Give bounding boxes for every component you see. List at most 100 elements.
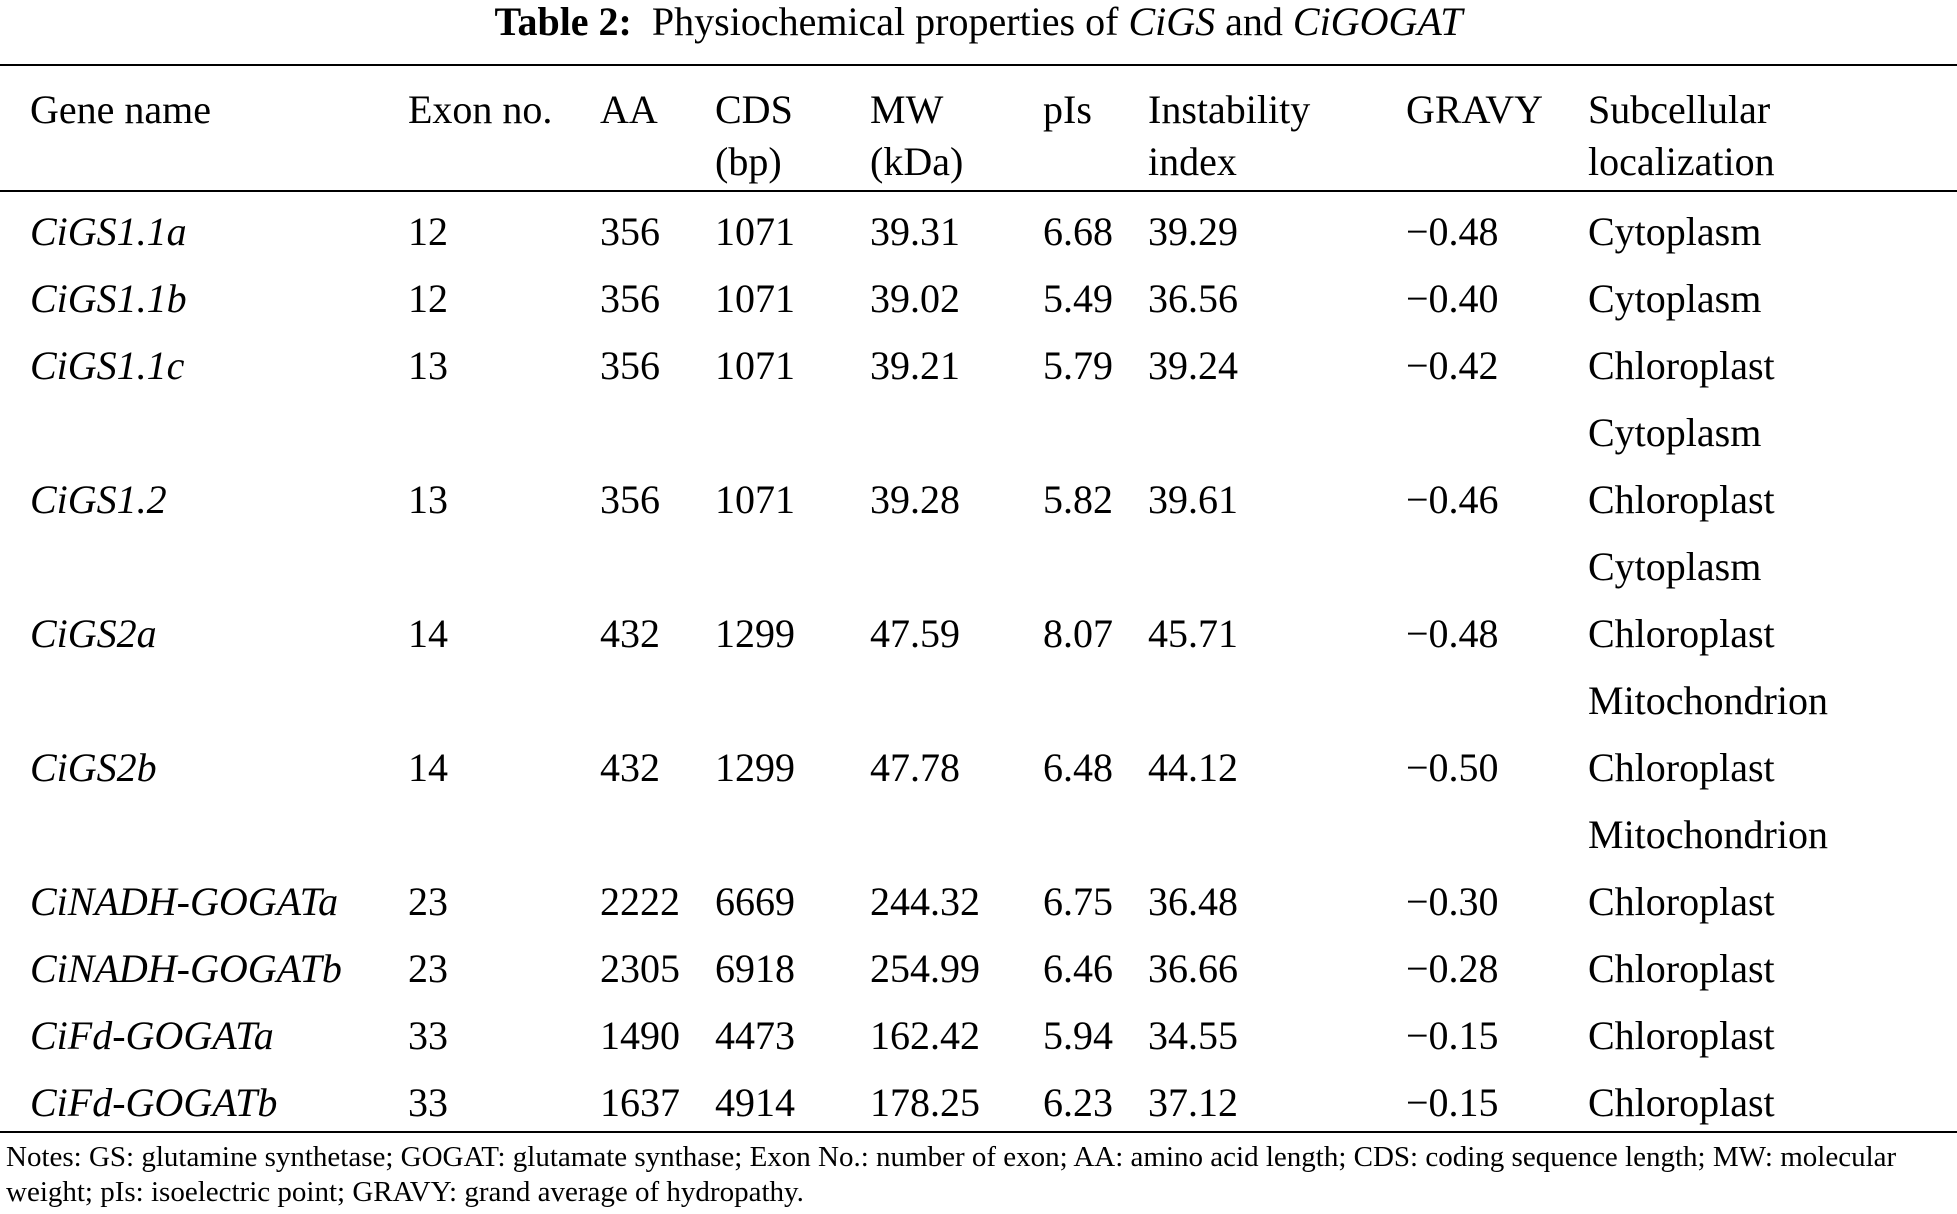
table-cell: Cytoplasm xyxy=(1588,209,1762,254)
table-cell: 14 xyxy=(408,745,448,790)
table-cell: 13 xyxy=(408,477,448,522)
header-row: Gene name Exon no. AA CDS MW pIs Instability GR… xyxy=(0,88,1957,155)
table-row: CiGS2a 14 432 1299 47.59 8.07 45.71 −0.48 Chloro… xyxy=(0,612,1957,679)
table-row: CiFd-GOGATb 33 1637 4914 178.25 6.23 37.12 −0.1… xyxy=(0,1081,1957,1148)
header-rule xyxy=(0,190,1957,192)
table-cell: −0.48 xyxy=(1406,209,1499,254)
table-cell: 12 xyxy=(408,209,448,254)
table-notes: Notes: GS: glutamine synthetase; GOGAT: … xyxy=(6,1141,1897,1208)
table-cell: 47.78 xyxy=(870,745,960,790)
table-cell: 45.71 xyxy=(1148,611,1238,656)
title-gene2: CiGOGAT xyxy=(1292,0,1463,44)
table-row: CiFd-GOGATa 33 1490 4473 162.42 5.94 34.55 −0.1… xyxy=(0,1014,1957,1081)
column-header: MW xyxy=(870,87,944,132)
table-cell: 6.48 xyxy=(1043,745,1113,790)
table-cell: Mitochondrion xyxy=(1588,678,1828,723)
table-cell: −0.15 xyxy=(1406,1013,1499,1058)
table-cell: 4914 xyxy=(715,1080,795,1125)
table-cell: Chloroplast xyxy=(1588,745,1775,790)
column-header: (kDa) xyxy=(870,139,964,184)
gene-name-cell: CiGS1.1b xyxy=(30,276,187,321)
table-cell: −0.46 xyxy=(1406,477,1499,522)
table-row: Cytoplasm xyxy=(0,545,1957,612)
table-cell: 6.68 xyxy=(1043,209,1113,254)
table-cell: 33 xyxy=(408,1013,448,1058)
table-cell: Cytoplasm xyxy=(1588,544,1762,589)
column-header: Instability xyxy=(1148,87,1311,132)
table-row: Cytoplasm xyxy=(0,411,1957,478)
table-cell: 1071 xyxy=(715,276,795,321)
title-gene1: CiGS xyxy=(1128,0,1216,44)
table-cell: 1637 xyxy=(600,1080,680,1125)
column-header: (bp) xyxy=(715,139,782,184)
table-cell: Chloroplast xyxy=(1588,879,1775,924)
table-cell: −0.40 xyxy=(1406,276,1499,321)
column-header: Gene name xyxy=(30,87,212,132)
table-cell: Chloroplast xyxy=(1588,343,1775,388)
table-cell: 2305 xyxy=(600,946,680,991)
table-cell: 39.02 xyxy=(870,276,960,321)
table-cell: 162.42 xyxy=(870,1013,980,1058)
column-header: pIs xyxy=(1043,87,1092,132)
table-cell: Chloroplast xyxy=(1588,946,1775,991)
table-row: CiGS1.1c 13 356 1071 39.21 5.79 39.24 −0.42 Chlo… xyxy=(0,344,1957,411)
table-cell: 6918 xyxy=(715,946,795,991)
table-row: CiGS2b 14 432 1299 47.78 6.48 44.12 −0.50 Chloro… xyxy=(0,746,1957,813)
table-row: Mitochondrion xyxy=(0,679,1957,746)
table-cell: 14 xyxy=(408,611,448,656)
table-cell: 6669 xyxy=(715,879,795,924)
table-cell: 33 xyxy=(408,1080,448,1125)
table-cell: Cytoplasm xyxy=(1588,410,1762,455)
gene-name-cell: CiGS2a xyxy=(30,611,157,656)
gene-name-cell: CiFd-GOGATb xyxy=(30,1080,278,1125)
table-cell: Chloroplast xyxy=(1588,477,1775,522)
table-cell: 39.61 xyxy=(1148,477,1238,522)
table-cell: 23 xyxy=(408,879,448,924)
table-cell: 1490 xyxy=(600,1013,680,1058)
gene-name-cell: CiGS2b xyxy=(30,745,157,790)
table-cell: 36.66 xyxy=(1148,946,1238,991)
column-header: AA xyxy=(600,87,658,132)
table-cell: −0.30 xyxy=(1406,879,1499,924)
table-cell: −0.48 xyxy=(1406,611,1499,656)
gene-name-cell: CiGS1.2 xyxy=(30,477,167,522)
table-cell: 39.24 xyxy=(1148,343,1238,388)
table-cell: 5.94 xyxy=(1043,1013,1113,1058)
column-header: Subcellular xyxy=(1588,87,1771,132)
table-cell: 6.23 xyxy=(1043,1080,1113,1125)
table-cell: 1071 xyxy=(715,477,795,522)
table-cell: Chloroplast xyxy=(1588,611,1775,656)
gene-name-cell: CiNADH-GOGATa xyxy=(30,879,339,924)
header-row: (bp) (kDa) index localization xyxy=(0,140,1957,207)
top-rule xyxy=(0,64,1957,66)
table-row: CiGS1.1a 12 356 1071 39.31 6.68 39.29 −0.48 Cyto… xyxy=(0,210,1957,277)
column-header: index xyxy=(1148,139,1237,184)
gene-name-cell: CiGS1.1c xyxy=(30,343,185,388)
table-cell: 34.55 xyxy=(1148,1013,1238,1058)
table-cell: 36.48 xyxy=(1148,879,1238,924)
table-row: CiGS1.2 13 356 1071 39.28 5.82 39.61 −0.46 Chlor… xyxy=(0,478,1957,545)
table-cell: 13 xyxy=(408,343,448,388)
table-cell: 4473 xyxy=(715,1013,795,1058)
table-row: CiNADH-GOGATa 23 2222 6669 244.32 6.75 36.48 −0… xyxy=(0,880,1957,947)
table-cell: 44.12 xyxy=(1148,745,1238,790)
table-cell: 1299 xyxy=(715,611,795,656)
table-cell: 37.12 xyxy=(1148,1080,1238,1125)
column-header: localization xyxy=(1588,139,1775,184)
table-row: Mitochondrion xyxy=(0,813,1957,880)
table-cell: 8.07 xyxy=(1043,611,1113,656)
table-cell: 39.28 xyxy=(870,477,960,522)
table-cell: 39.31 xyxy=(870,209,960,254)
column-header: CDS xyxy=(715,87,793,132)
table-row: CiNADH-GOGATb 23 2305 6918 254.99 6.46 36.66 −0… xyxy=(0,947,1957,1014)
table-cell: 47.59 xyxy=(870,611,960,656)
table-cell: Cytoplasm xyxy=(1588,276,1762,321)
bottom-rule xyxy=(0,1131,1957,1133)
table-cell: 2222 xyxy=(600,879,680,924)
table-cell: −0.50 xyxy=(1406,745,1499,790)
table-cell: 1071 xyxy=(715,343,795,388)
table-cell: 12 xyxy=(408,276,448,321)
gene-name-cell: CiFd-GOGATa xyxy=(30,1013,274,1058)
column-header: Exon no. xyxy=(408,87,553,132)
table-cell: Chloroplast xyxy=(1588,1080,1775,1125)
